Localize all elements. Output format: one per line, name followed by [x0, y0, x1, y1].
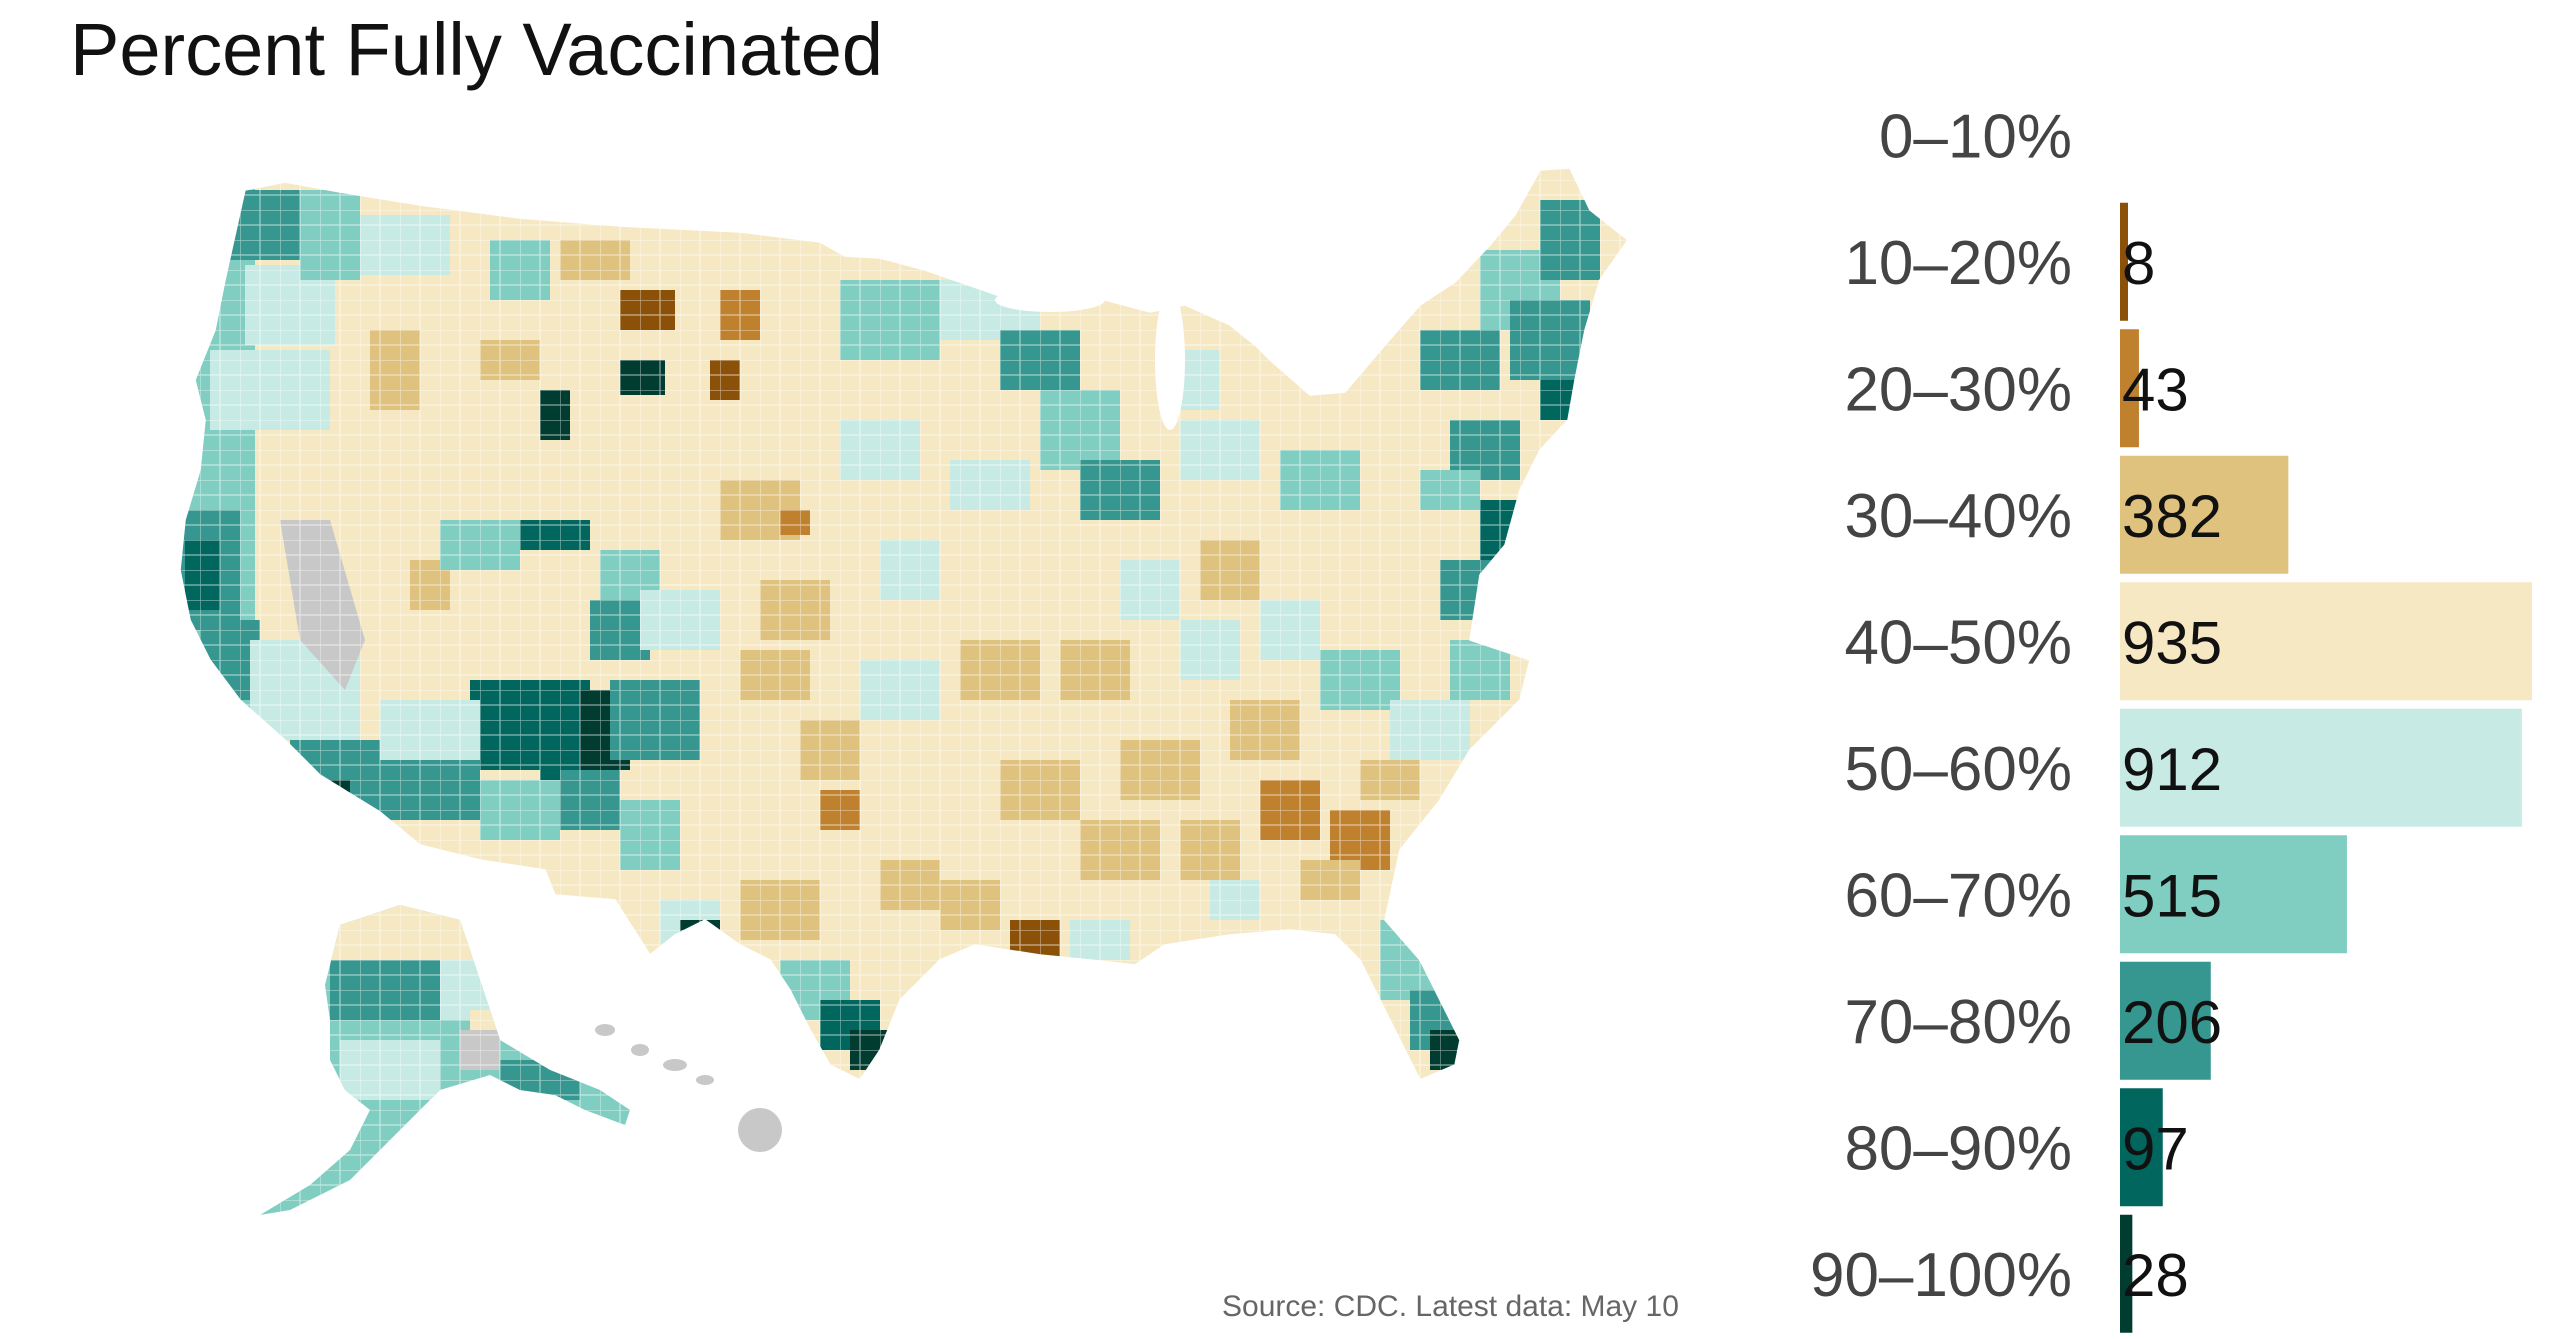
- page-title: Percent Fully Vaccinated: [70, 8, 884, 91]
- bin-label: 30–40%: [1844, 482, 2072, 551]
- histogram-bar: [2120, 329, 2139, 448]
- lake-superior: [995, 288, 1105, 312]
- us-county-map: [179, 167, 1630, 1215]
- histogram-bar: [2120, 1088, 2163, 1207]
- bar-value-label: 28: [2122, 1242, 2189, 1309]
- bin-label: 40–50%: [1844, 608, 2072, 677]
- bin-label: 60–70%: [1844, 861, 2072, 930]
- histogram-bar: [2120, 455, 2289, 574]
- source-note: Source: CDC. Latest data: May 10: [1222, 1290, 1679, 1323]
- bar-value-label: 97: [2122, 1115, 2189, 1182]
- bar-value-label: 382: [2122, 483, 2222, 550]
- histogram-bar: [2120, 835, 2347, 954]
- bar-value-label: 206: [2122, 989, 2222, 1056]
- histogram-bar: [2120, 202, 2128, 321]
- bin-label: 70–80%: [1844, 988, 2072, 1057]
- lake-michigan: [1155, 290, 1185, 430]
- histogram-bar: [2120, 1214, 2133, 1333]
- bar-value-label: 912: [2122, 736, 2222, 803]
- bin-label: 20–30%: [1844, 355, 2072, 424]
- histogram-bar: [2120, 961, 2211, 1080]
- bar-value-label: 935: [2122, 609, 2222, 676]
- bar-value-label: 515: [2122, 862, 2222, 929]
- bar-value-label: 43: [2122, 356, 2189, 423]
- bin-label: 90–100%: [1810, 1241, 2072, 1310]
- bin-label: 10–20%: [1844, 229, 2072, 298]
- histogram-bar: [2120, 582, 2532, 701]
- bar-value-label: 8: [2122, 230, 2155, 297]
- bin-label: 80–90%: [1844, 1114, 2072, 1183]
- bin-label: 0–10%: [1879, 102, 2072, 171]
- histogram-bar: [2120, 708, 2522, 827]
- bin-label: 50–60%: [1844, 735, 2072, 804]
- hawaii: [595, 1024, 782, 1152]
